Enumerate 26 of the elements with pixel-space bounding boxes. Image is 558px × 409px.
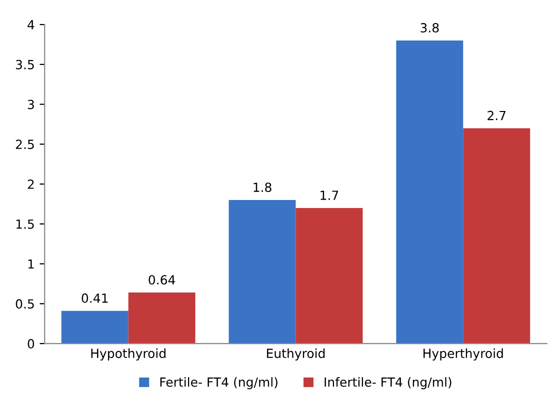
y-tick-label: 2: [28, 180, 34, 189]
bar: [128, 292, 196, 344]
data-label: 1.7: [320, 190, 338, 200]
y-tick-label: 1: [28, 259, 34, 269]
x-tick-label: Euthyroid: [266, 348, 325, 361]
data-label: 0.64: [148, 275, 176, 285]
data-label: 2.7: [488, 110, 506, 120]
x-tick-label: Hyperthyroid: [424, 348, 503, 361]
y-tick-label: 0.5: [16, 299, 34, 309]
y-tick-label: 3: [28, 100, 34, 110]
bar: [61, 310, 128, 344]
y-tick-label: 3.5: [16, 60, 34, 70]
bar: [396, 40, 464, 344]
data-label: 3.8: [420, 23, 439, 33]
bar: [463, 128, 530, 344]
y-tick-label: 2.5: [16, 140, 34, 150]
bar: [296, 208, 363, 344]
legend-label: Infertile- FT4 (ng/ml): [324, 377, 452, 390]
data-label: 1.8: [254, 182, 272, 192]
data-label: 0.41: [82, 293, 108, 303]
bar: [228, 200, 296, 344]
y-tick-label: 1.5: [16, 220, 34, 229]
y-tick-label: 0: [28, 339, 34, 348]
legend-label: Fertile- FT4 (ng/ml): [160, 377, 278, 390]
x-tick-label: Hypothyroid: [91, 348, 166, 361]
y-tick-label: 4: [28, 20, 34, 30]
